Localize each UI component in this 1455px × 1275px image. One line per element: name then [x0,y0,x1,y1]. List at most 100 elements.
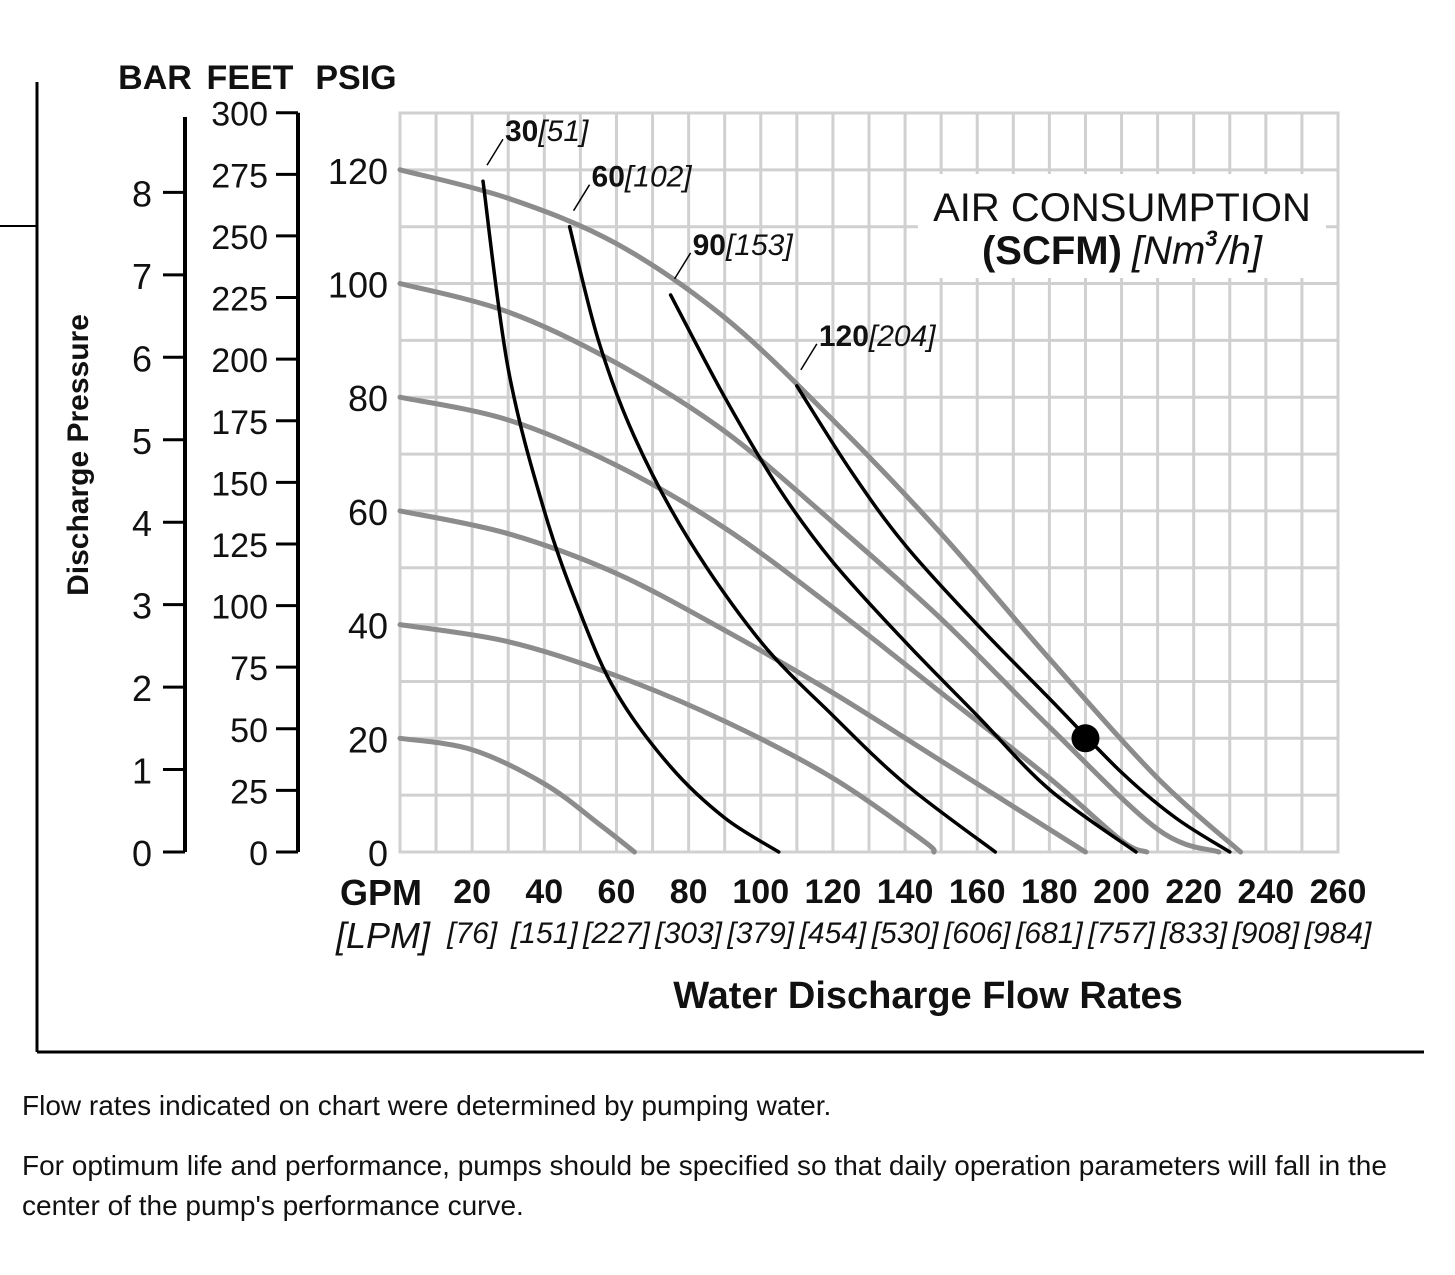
feet-tick-label: 200 [211,342,268,380]
note-optimum-life: For optimum life and performance, pumps … [22,1150,1387,1221]
air-label-leader [486,138,504,166]
bar-tick-label: 4 [132,503,152,544]
x-tick-label: 20 [453,873,491,911]
feet-tick-label: 275 [211,157,268,195]
pressure-curves [397,167,1244,855]
x-tick-label-lpm: [76] [446,917,498,950]
feet-unit-label: FEET [207,59,294,97]
air-label-nm3h: [204] [868,320,936,353]
air-consumption-curve [668,293,1138,854]
air-label-scfm: 30 [505,115,538,148]
feet-tick-label: 300 [211,96,268,134]
air-label-scfm: 120 [819,320,869,353]
legend-title-italic-pre: [Nm [1131,229,1205,273]
feet-tick-label: 0 [249,835,268,873]
bar-tick-label: 2 [132,668,152,709]
bar-tick-label: 6 [132,338,152,379]
legend-background [918,174,1326,278]
legend-title-italic-post: /h] [1215,229,1263,273]
x-tick-label: 140 [877,873,934,911]
note-flow-rates: Flow rates indicated on chart were deter… [22,1090,832,1121]
feet-tick-label: 250 [211,219,268,257]
plot-border [398,111,1340,854]
x-tick-label-lpm: [151] [510,917,578,950]
bar-tick-label: 3 [132,586,152,627]
x-tick-label-lpm: [757] [1087,917,1155,950]
air-consumption-label: 60[102] [592,161,693,194]
x-tick-label: 60 [598,873,636,911]
x-tick-label: 200 [1093,873,1150,911]
x-tick-label: 260 [1310,873,1367,911]
x-tick-label-lpm: [606] [943,917,1011,950]
feet-tick-label: 175 [211,404,268,442]
x-tick-label-lpm: [833] [1159,917,1227,950]
x-tick-label: 40 [525,873,563,911]
x-tick-label: 220 [1165,873,1222,911]
air-consumption-label: 30[51] [505,115,589,148]
pressure-curve [397,508,1088,855]
psig-tick-label: 80 [348,378,388,419]
psig-tick-label: 100 [328,265,388,306]
psig-tick-label: 0 [368,833,388,874]
legend-title-line1: AIR CONSUMPTION [933,186,1311,230]
x-tick-label-lpm: [908] [1231,917,1299,950]
bar-tick-label: 8 [132,173,152,214]
bar-tick-label: 0 [132,833,152,874]
feet-tick-label: 25 [230,773,268,811]
x-tick-label: 160 [949,873,1006,911]
feet-tick-label: 100 [211,589,268,627]
x-tick-label-lpm: [227] [582,917,650,950]
feet-tick-label: 225 [211,281,268,319]
psig-tick-label: 60 [348,492,388,533]
legend-title-bold: (SCFM) [982,229,1122,273]
pressure-curve [397,167,1244,855]
x-tick-label-lpm: [303] [654,917,722,950]
x-axis: 20 [76] 40 [151] 60 [227] 80 [303] 100 [379] 120 [4… [446,873,1372,950]
feet-axis: 0 25 50 75 100 125 150 175 200 225 250 275 300 [211,96,300,873]
air-consumption-label: 120[204] [819,320,936,353]
x-axis-title: Water Discharge Flow Rates [673,975,1183,1017]
legend-title-sup: 3 [1205,226,1217,251]
pressure-curve [397,394,1150,855]
feet-tick-label: 125 [211,527,268,565]
psig-tick-label: 20 [348,719,388,760]
air-label-scfm: 90 [693,229,726,262]
x-tick-label-lpm: [681] [1015,917,1083,950]
psig-tick-label: 120 [328,151,388,192]
air-consumption-curve [481,179,781,854]
bar-unit-label: BAR [118,59,192,97]
air-label-nm3h: [153] [725,229,793,262]
x-tick-label: 120 [805,873,862,911]
bar-tick-label: 5 [132,421,152,462]
air-consumption-label: 90[153] [693,229,794,262]
operating-point [1071,724,1100,753]
x-tick-label-lpm: [379] [726,917,794,950]
pressure-curve [397,281,1222,855]
pressure-curve [397,735,637,855]
air-label-leader [800,343,818,371]
bar-tick-label: 1 [132,751,152,792]
x-tick-label: 100 [732,873,789,911]
air-label-nm3h: [51] [537,115,589,148]
air-consumption-curve [567,224,998,854]
feet-tick-label: 50 [230,712,268,750]
operating-point-marker [1071,724,1100,753]
y-axis-title: Discharge Pressure [62,314,95,596]
feet-tick-label: 75 [230,650,268,688]
x-tick-label: 180 [1021,873,1078,911]
performance-chart: BAR FEET PSIG Discharge Pressure 0204060… [0,59,1424,1054]
pressure-curve [397,622,937,855]
air-consumption-labels: 30[51]60[102] 90[153] 120[204] [486,115,936,371]
air-consumption-curve [795,384,1232,854]
psig-tick-label: 40 [348,606,388,647]
x-tick-label: 240 [1237,873,1294,911]
psig-axis: 0 20 40 60 80 100 120 [328,151,388,874]
psig-unit-label: PSIG [315,59,396,97]
bar-axis: 0 1 2 3 4 5 6 7 8 [132,117,187,874]
gpm-unit-label: GPM [340,872,422,913]
lpm-unit-label: [LPM] [335,915,431,956]
x-tick-label-lpm: [454] [799,917,867,950]
air-label-nm3h: [102] [624,161,692,194]
legend-title-line2: (SCFM) [Nm3/h] [982,226,1263,273]
air-label-leader [572,184,591,212]
